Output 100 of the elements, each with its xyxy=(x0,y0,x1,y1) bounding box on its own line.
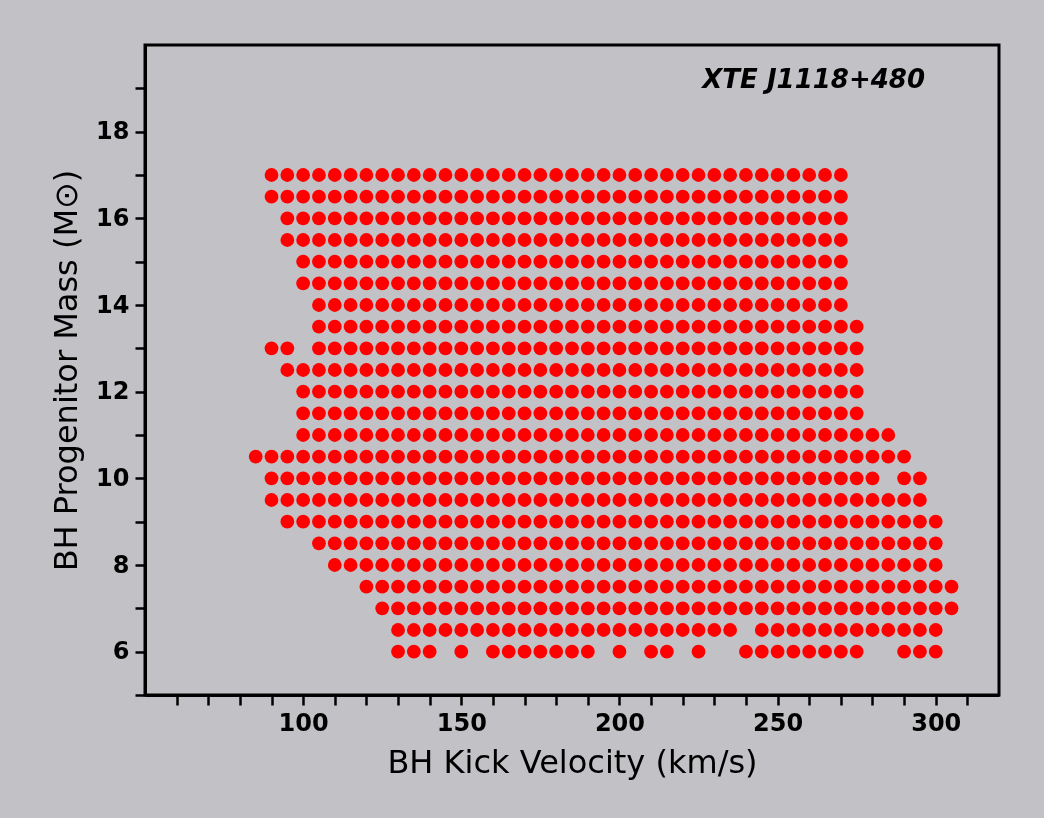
point xyxy=(486,211,500,226)
point xyxy=(296,254,311,269)
point xyxy=(327,298,342,312)
point xyxy=(501,189,516,204)
point xyxy=(707,471,722,486)
point xyxy=(580,601,595,616)
point xyxy=(549,623,564,637)
point xyxy=(327,233,342,247)
point xyxy=(833,298,848,312)
point xyxy=(897,514,911,529)
point xyxy=(849,341,864,356)
point xyxy=(628,211,643,226)
point xyxy=(818,428,832,442)
point xyxy=(517,168,532,182)
point xyxy=(802,406,817,421)
point xyxy=(707,254,722,269)
point xyxy=(533,428,548,442)
point xyxy=(565,233,579,247)
point xyxy=(296,471,311,486)
point xyxy=(770,363,785,377)
point xyxy=(406,211,421,226)
point xyxy=(770,601,785,616)
point xyxy=(533,319,548,334)
point xyxy=(675,558,690,572)
point xyxy=(470,428,484,442)
point xyxy=(406,254,421,269)
point xyxy=(406,428,421,442)
point xyxy=(723,536,738,551)
point xyxy=(644,363,658,377)
point xyxy=(913,579,927,594)
point xyxy=(833,341,848,356)
point xyxy=(818,319,832,334)
point xyxy=(739,254,753,269)
point xyxy=(628,276,643,291)
point xyxy=(533,493,548,507)
point xyxy=(707,623,722,637)
point xyxy=(580,384,595,399)
point xyxy=(580,211,595,226)
point xyxy=(675,493,690,507)
point xyxy=(786,601,801,616)
point xyxy=(596,254,611,269)
point xyxy=(675,233,690,247)
point xyxy=(739,449,753,464)
point xyxy=(881,514,896,529)
point xyxy=(264,189,279,204)
point xyxy=(754,536,769,551)
point xyxy=(691,319,706,334)
point xyxy=(533,233,548,247)
point xyxy=(865,536,880,551)
point xyxy=(691,341,706,356)
point xyxy=(739,493,753,507)
point xyxy=(438,276,453,291)
point xyxy=(707,558,722,572)
point xyxy=(612,189,627,204)
point xyxy=(675,536,690,551)
point xyxy=(596,211,611,226)
point xyxy=(406,514,421,529)
point xyxy=(454,298,469,312)
point xyxy=(391,493,405,507)
point xyxy=(501,319,516,334)
point xyxy=(660,233,674,247)
point xyxy=(786,254,801,269)
point xyxy=(707,211,722,226)
point xyxy=(786,558,801,572)
point xyxy=(644,254,658,269)
point xyxy=(312,406,326,421)
point xyxy=(770,298,785,312)
point xyxy=(786,536,801,551)
point xyxy=(739,579,753,594)
point xyxy=(833,254,848,269)
point xyxy=(707,298,722,312)
point xyxy=(422,536,437,551)
point xyxy=(802,493,817,507)
point xyxy=(675,449,690,464)
point xyxy=(470,276,484,291)
point xyxy=(501,341,516,356)
point xyxy=(264,471,279,486)
point xyxy=(644,493,658,507)
point xyxy=(818,536,832,551)
point xyxy=(739,298,753,312)
point xyxy=(391,233,405,247)
y-tick-label: 12 xyxy=(96,377,130,406)
point xyxy=(501,601,516,616)
point xyxy=(327,341,342,356)
point xyxy=(675,428,690,442)
point xyxy=(897,536,911,551)
point xyxy=(707,276,722,291)
point xyxy=(833,168,848,182)
point xyxy=(897,644,911,659)
point xyxy=(438,558,453,572)
point xyxy=(438,449,453,464)
point xyxy=(312,189,326,204)
point xyxy=(312,319,326,334)
point xyxy=(533,558,548,572)
point xyxy=(296,384,311,399)
point xyxy=(580,233,595,247)
point xyxy=(660,341,674,356)
point xyxy=(770,558,785,572)
point xyxy=(786,319,801,334)
point xyxy=(628,363,643,377)
